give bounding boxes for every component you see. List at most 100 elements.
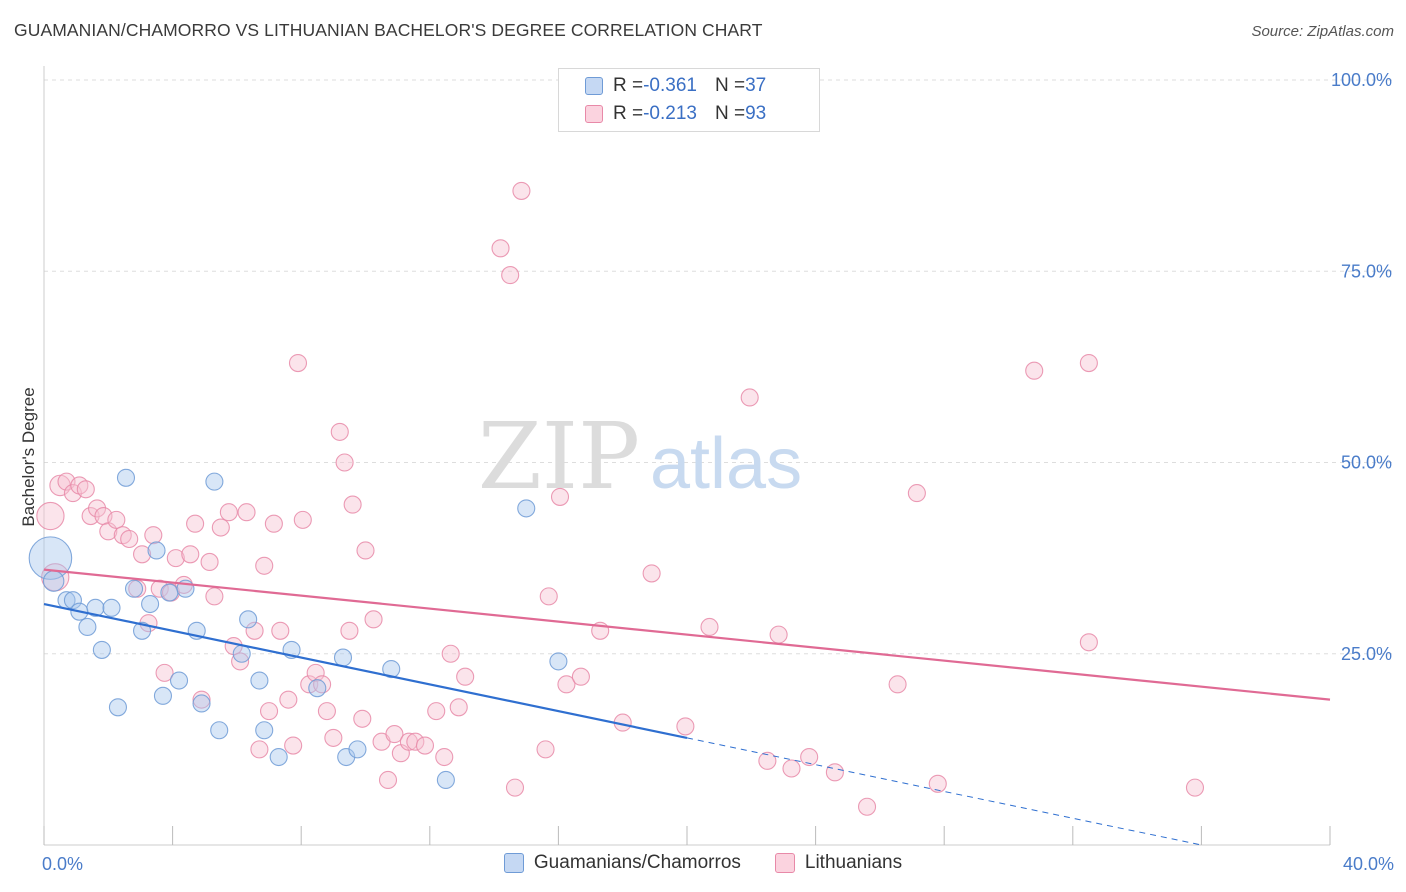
- legend-r-label: R =: [613, 75, 644, 96]
- data-point-lithuanians: [512, 181, 531, 200]
- data-point-lithuanians: [1079, 633, 1098, 652]
- data-point-lithuanians: [501, 266, 520, 285]
- data-point-lithuanians: [642, 564, 661, 583]
- data-point-guamanians: [147, 541, 166, 560]
- legend-label: Guamanians/Chamorros: [533, 852, 741, 873]
- data-point-guamanians: [63, 591, 82, 610]
- data-point-guamanians: [42, 570, 65, 592]
- data-point-guamanians: [308, 679, 327, 698]
- data-point-lithuanians: [435, 747, 454, 767]
- legend-item-lithuanians[interactable]: Lithuanians: [774, 852, 902, 874]
- y-axis-label: Bachelor's Degree: [19, 387, 38, 526]
- data-point-lithuanians: [356, 541, 375, 560]
- legend-swatch-blue: [585, 77, 603, 95]
- x-tick-label: 0.0%: [42, 854, 83, 874]
- data-point-lithuanians: [550, 487, 570, 506]
- data-point-lithuanians: [237, 503, 256, 522]
- data-point-lithuanians: [343, 495, 362, 514]
- data-point-lithuanians: [1079, 353, 1098, 373]
- data-point-lithuanians: [200, 552, 219, 572]
- legend-swatch-pink: [774, 853, 795, 873]
- trend-lines: [43, 568, 1331, 846]
- chart-source: Source: ZipAtlas.com: [1251, 23, 1394, 40]
- data-point-lithuanians: [700, 617, 719, 637]
- data-point-lithuanians: [406, 732, 425, 751]
- data-point-lithuanians: [317, 702, 336, 721]
- legend-item-guamanians[interactable]: Guamanians/Chamorros: [503, 852, 741, 874]
- data-point-lithuanians: [907, 484, 926, 503]
- data-point-guamanians: [210, 721, 229, 740]
- data-point-lithuanians: [353, 709, 372, 728]
- data-point-lithuanians: [491, 239, 510, 258]
- data-point-guamanians: [86, 598, 105, 617]
- data-point-lithuanians: [293, 510, 312, 529]
- series-guamanians: [28, 468, 568, 790]
- tick-labels: 25.0% 50.0% 75.0% 100.0% 0.0% 40.0%: [42, 70, 1394, 874]
- data-point-guamanians: [192, 694, 211, 713]
- data-point-lithuanians: [676, 717, 695, 736]
- data-point-lithuanians: [324, 728, 343, 747]
- series-legend: Guamanians/Chamorros Lithuanians: [0, 852, 1406, 874]
- data-point-lithuanians: [441, 644, 460, 663]
- data-point-lithuanians: [36, 501, 65, 531]
- y-tick-label: 100.0%: [1331, 70, 1392, 90]
- data-point-lithuanians: [186, 514, 205, 533]
- data-point-guamanians: [239, 610, 258, 629]
- data-point-lithuanians: [378, 770, 398, 790]
- data-point-lithuanians: [245, 621, 264, 640]
- data-point-guamanians: [169, 671, 189, 690]
- data-point-lithuanians: [415, 736, 435, 755]
- data-point-lithuanians: [505, 778, 525, 797]
- data-point-lithuanians: [250, 740, 269, 759]
- legend-n-label: N =: [714, 75, 746, 96]
- data-point-lithuanians: [166, 549, 185, 568]
- legend-n-label: N =: [714, 103, 746, 124]
- data-point-guamanians: [348, 740, 367, 759]
- data-point-lithuanians: [259, 702, 279, 721]
- data-point-guamanians: [333, 648, 353, 667]
- data-point-lithuanians: [288, 353, 308, 373]
- data-point-lithuanians: [133, 545, 152, 564]
- data-point-lithuanians: [144, 526, 163, 545]
- data-point-guamanians: [436, 770, 455, 790]
- gridlines: [44, 79, 1392, 655]
- data-point-lithuanians: [888, 675, 907, 694]
- legend-r-value: -0.361: [643, 75, 697, 96]
- data-point-lithuanians: [740, 388, 759, 407]
- data-point-lithuanians: [279, 690, 298, 709]
- series-lithuanians: [36, 181, 1205, 816]
- trend-line-lithuanians: [43, 568, 1331, 701]
- legend-n-value: 93: [745, 103, 767, 124]
- data-point-lithuanians: [928, 774, 947, 793]
- data-point-guamanians: [124, 579, 144, 598]
- data-point-guamanians: [382, 659, 401, 679]
- data-point-lithuanians: [76, 480, 95, 499]
- data-point-guamanians: [141, 594, 160, 614]
- data-point-lithuanians: [571, 667, 590, 686]
- y-tick-label: 25.0%: [1341, 644, 1392, 664]
- data-point-guamanians: [102, 598, 121, 617]
- data-point-lithuanians: [264, 514, 283, 533]
- legend-row-guamanians: R = -0.361 N = 37: [585, 73, 766, 99]
- legend-n-value: 37: [745, 75, 767, 96]
- trend-line-guamanians: [43, 602, 688, 739]
- data-point-guamanians: [269, 747, 288, 767]
- data-point-guamanians: [116, 468, 136, 487]
- axes: [43, 66, 1331, 846]
- data-point-guamanians: [232, 644, 251, 663]
- chart-title: GUAMANIAN/CHAMORRO VS LITHUANIAN BACHELO…: [14, 20, 763, 40]
- data-point-lithuanians: [219, 503, 238, 522]
- data-point-lithuanians: [330, 422, 349, 441]
- data-point-guamanians: [153, 686, 173, 705]
- data-point-lithuanians: [120, 529, 139, 549]
- data-point-guamanians: [133, 621, 152, 640]
- data-point-lithuanians: [857, 797, 877, 816]
- data-point-lithuanians: [107, 510, 126, 529]
- data-point-guamanians: [255, 721, 274, 740]
- y-tick-label: 75.0%: [1341, 261, 1392, 281]
- data-point-lithuanians: [81, 506, 100, 526]
- legend-row-lithuanians: R = -0.213 N = 93: [585, 101, 766, 127]
- data-point-guamanians: [250, 671, 269, 690]
- data-point-lithuanians: [825, 763, 844, 782]
